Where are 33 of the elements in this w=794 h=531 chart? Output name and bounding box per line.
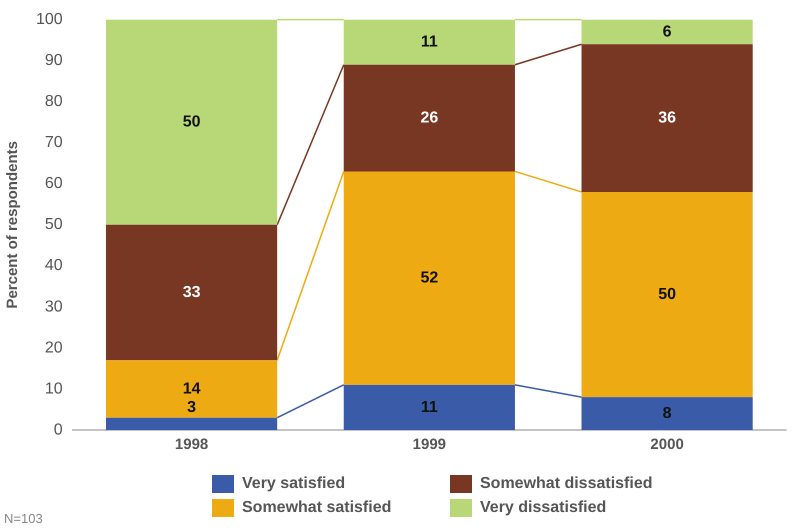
y-tick-label: 100 (36, 11, 63, 28)
data-label: 52 (420, 270, 438, 287)
data-label: 11 (420, 34, 438, 51)
data-label: 6 (662, 23, 672, 40)
legend-label: Somewhat dissatisfied (479, 474, 654, 494)
data-label: 3 (187, 399, 196, 416)
y-axis-title: Percent of respondents (4, 141, 22, 309)
y-tick-label: 70 (44, 134, 63, 152)
y-tick-label: 60 (44, 175, 63, 192)
y-tick-label: 40 (44, 257, 63, 274)
text: N=103 (4, 511, 43, 526)
x-tick-label: 1999 (412, 436, 446, 454)
y-tick-label: 10 (44, 380, 63, 398)
legend-label: Very dissatisfied (479, 498, 608, 518)
data-label: 26 (420, 110, 438, 126)
legend-label: Somewhat satisfied (241, 498, 392, 518)
y-tick-label: 90 (44, 52, 63, 70)
data-label: 50 (658, 286, 676, 303)
x-tick-label: 1998 (174, 436, 208, 454)
data-label: 50 (182, 114, 201, 131)
data-label: 33 (182, 284, 201, 301)
legend-label: Very satisfied (241, 474, 346, 494)
data-label: 36 (658, 110, 676, 126)
y-tick-label: 30 (44, 298, 63, 316)
data-label: 8 (662, 404, 672, 422)
y-tick-label: 50 (44, 216, 63, 234)
y-tick-label: 80 (44, 93, 63, 110)
bar (106, 224, 278, 360)
y-tick-label: 20 (44, 339, 63, 356)
x-tick-label: 2000 (650, 436, 684, 454)
data-label: 14 (182, 380, 201, 398)
data-label: 11 (420, 398, 438, 416)
y-tick-label: 0 (54, 421, 63, 438)
